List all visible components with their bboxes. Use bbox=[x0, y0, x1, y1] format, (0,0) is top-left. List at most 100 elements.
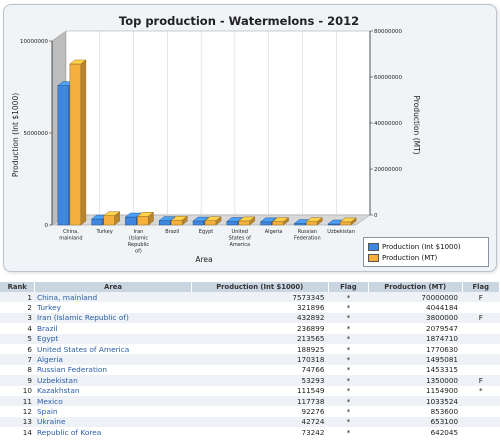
y-tick-label-right: 40000000 bbox=[374, 121, 402, 127]
cell-production-mt: 1154900 bbox=[426, 386, 459, 396]
col-header-production-mt[interactable]: Production (MT) bbox=[368, 282, 463, 292]
table-row: 3 Iran (Islamic Republic of) 432892 * 380000… bbox=[0, 312, 500, 324]
cell-flag bbox=[462, 365, 499, 375]
x-tick-label: Federation bbox=[294, 236, 321, 242]
cell-production-mt: 642045 bbox=[430, 427, 459, 437]
table-row: 7 Algeria 170318 * 1495081 bbox=[0, 354, 500, 365]
cell-flag: F bbox=[462, 312, 500, 324]
bar-mt-front bbox=[103, 215, 115, 226]
legend-label-int: Production (Int $1000) bbox=[382, 242, 461, 251]
col-header-flag[interactable]: Flag bbox=[328, 282, 369, 292]
cell-flag: * bbox=[346, 365, 351, 375]
x-tick-label: Algeria bbox=[265, 229, 283, 235]
cell-area: Ukraine bbox=[34, 416, 192, 428]
x-tick-label: Turkey bbox=[96, 229, 113, 235]
area-link[interactable]: Ukraine bbox=[36, 417, 66, 427]
cell-rank: 11 bbox=[0, 395, 35, 407]
col-header-flag[interactable]: Flag bbox=[462, 282, 500, 292]
cell-area: Russian Federation bbox=[35, 365, 191, 375]
area-link[interactable]: Russian Federation bbox=[36, 365, 108, 375]
x-tick-label: Egypt bbox=[199, 229, 213, 235]
area-link[interactable]: Mexico bbox=[36, 396, 63, 406]
cell-production-int: 74766 bbox=[301, 365, 325, 375]
legend-swatch-mt bbox=[368, 253, 379, 262]
cell-area: Kazakhstan bbox=[35, 386, 191, 396]
area-link[interactable]: Republic of Korea bbox=[36, 427, 102, 437]
table-row: 13 Ukraine 42724 * 653100 bbox=[0, 416, 500, 428]
cell-rank: 12 bbox=[22, 406, 32, 416]
area-link[interactable]: Algeria bbox=[36, 355, 63, 365]
x-tick-label: Uzbekistan bbox=[327, 229, 355, 235]
area-link[interactable]: Turkey bbox=[36, 303, 62, 313]
cell-rank: 5 bbox=[0, 333, 35, 344]
bar-mt-front bbox=[272, 221, 284, 226]
bar-mt-side bbox=[215, 216, 222, 226]
col-header-rank[interactable]: Rank bbox=[0, 282, 36, 292]
table-row: 1 China, mainland 7573345 * 70000000 F bbox=[0, 292, 500, 303]
area-link[interactable]: Kazakhstan bbox=[36, 386, 80, 396]
area-link[interactable]: China, mainland bbox=[36, 292, 98, 302]
table-row: 2 Turkey 321896 * 4044184 bbox=[0, 302, 500, 312]
cell-rank: 2 bbox=[27, 303, 32, 313]
cell-rank: 10 bbox=[22, 386, 32, 396]
y-axis-title-right: Production (MT) bbox=[412, 95, 421, 154]
cell-area: Brazil bbox=[35, 323, 191, 333]
bar-int-front bbox=[192, 220, 205, 226]
bar-int-front bbox=[91, 218, 103, 226]
chart-legend: Production (Int $1000) Production (MT) bbox=[363, 237, 489, 267]
bar-mt-side bbox=[114, 211, 120, 226]
bar-mt-side bbox=[80, 59, 87, 226]
cell-rank: 9 bbox=[0, 375, 35, 386]
x-tick-label: United bbox=[232, 229, 248, 235]
area-link[interactable]: Brazil bbox=[36, 323, 58, 333]
cell-production-int: 213565 bbox=[191, 333, 329, 344]
cell-rank: 13 bbox=[0, 416, 35, 428]
x-tick-label: of) bbox=[135, 249, 142, 255]
bar-mt-front bbox=[238, 220, 251, 226]
production-table: Rank Area Production (Int $1000) Flag Pr… bbox=[0, 282, 500, 437]
col-header-production-int[interactable]: Production (Int $1000) bbox=[191, 282, 329, 292]
col-header-area[interactable]: Area bbox=[34, 282, 192, 292]
cell-flag: * bbox=[328, 416, 369, 428]
cell-flag: * bbox=[346, 323, 351, 333]
bar-mt-front bbox=[339, 221, 352, 226]
area-link[interactable]: United States of America bbox=[36, 344, 130, 354]
x-tick-label: (Islamic bbox=[129, 236, 149, 242]
area-link[interactable]: Spain bbox=[36, 406, 58, 416]
cell-flag: * bbox=[346, 406, 351, 416]
cell-area: Egypt bbox=[34, 333, 192, 344]
legend-item-mt: Production (MT) bbox=[368, 252, 484, 263]
cell-production-int: 117738 bbox=[191, 395, 329, 407]
x-tick-label: Brazil bbox=[165, 229, 179, 235]
cell-area: Turkey bbox=[35, 302, 191, 312]
cell-production-int: 42724 bbox=[191, 416, 329, 428]
area-link[interactable]: Uzbekistan bbox=[36, 375, 78, 385]
y-tick-label-left: 10000000 bbox=[20, 39, 48, 45]
cell-production-mt: 1495081 bbox=[368, 354, 463, 365]
cell-production-mt: 1033524 bbox=[368, 395, 463, 407]
cell-production-int: 188925 bbox=[296, 344, 325, 354]
cell-production-mt: 853600 bbox=[430, 406, 459, 416]
x-tick-label: States of bbox=[229, 236, 251, 242]
chart-svg: 0 5000000 10000000 0 20000000 40000000 6000000… bbox=[11, 14, 421, 264]
cell-production-mt: 4044184 bbox=[426, 303, 459, 313]
bar-mt-side bbox=[148, 211, 154, 226]
cell-flag: * bbox=[328, 312, 369, 324]
chart-panel: 0 5000000 10000000 0 20000000 40000000 6000000… bbox=[3, 4, 497, 272]
area-link[interactable]: Iran (Islamic Republic of) bbox=[36, 313, 129, 323]
table-row: 11 Mexico 117738 * 1033524 bbox=[0, 395, 500, 407]
area-link[interactable]: Egypt bbox=[36, 334, 59, 344]
cell-production-mt: 1874710 bbox=[368, 333, 463, 344]
cell-flag: * bbox=[328, 292, 369, 303]
cell-flag: * bbox=[328, 333, 369, 344]
cell-flag: * bbox=[346, 344, 351, 354]
cell-flag bbox=[462, 333, 500, 344]
cell-production-mt: 653100 bbox=[368, 416, 463, 428]
x-tick-label: America bbox=[229, 242, 250, 248]
x-tick-label: Iran bbox=[134, 229, 144, 235]
cell-production-int: 432892 bbox=[191, 312, 329, 324]
bar-int-front bbox=[226, 221, 239, 226]
cell-flag bbox=[462, 416, 500, 428]
bar-mt-front bbox=[170, 219, 183, 226]
bar-mt-front bbox=[69, 63, 82, 226]
